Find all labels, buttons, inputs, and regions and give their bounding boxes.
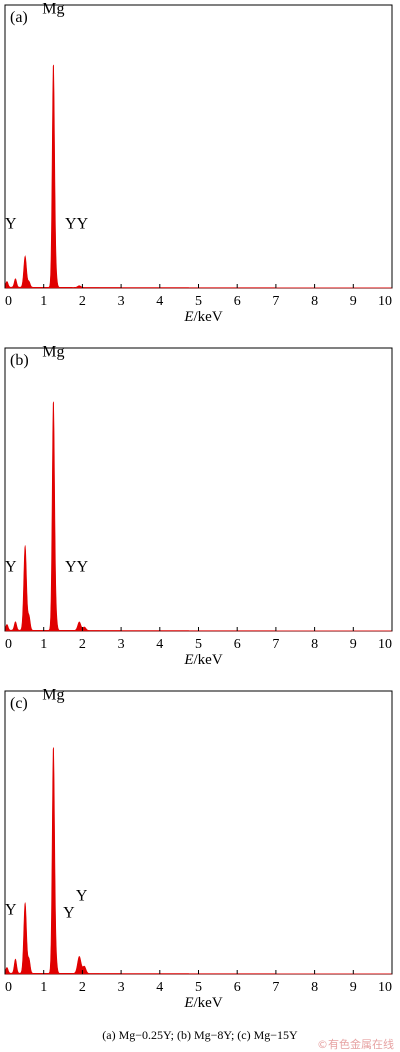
x-tick-label-6: 6 xyxy=(234,294,241,309)
panel-label: (b) xyxy=(10,352,29,369)
x-tick-label-2: 2 xyxy=(79,980,86,995)
x-axis-label: E/keV xyxy=(183,309,222,325)
plot-frame xyxy=(4,690,393,975)
x-tick-label-1: 1 xyxy=(40,637,47,652)
eds-spectrum-chart-b: 0 1 2 3 4 5 6 7 8 9 10E/keV(b)MgY YY xyxy=(4,343,393,668)
eds-spectrum-chart-a: 0 1 2 3 4 5 6 7 8 9 10E/keV(a)MgY YY xyxy=(4,0,393,325)
peak-label-y-1: Y xyxy=(5,216,17,233)
x-tick-label-8: 8 xyxy=(311,294,318,309)
peak-label-yy-2: YY xyxy=(65,559,89,576)
x-tick-label-8: 8 xyxy=(311,980,318,995)
x-tick-label-4: 4 xyxy=(156,980,163,995)
eds-panel-a: 0 1 2 3 4 5 6 7 8 9 10 E/keV (a) Mg Y YY xyxy=(0,0,400,335)
x-tick-label-1: 1 xyxy=(40,980,47,995)
x-tick-label-5: 5 xyxy=(195,294,202,309)
eds-panel-b: 0 1 2 3 4 5 6 7 8 9 10 E/keV (b) Mg Y YY xyxy=(0,343,400,678)
spectrum-series xyxy=(4,64,393,289)
peak-label-yy-2: YY xyxy=(65,216,89,233)
x-tick-label-10: 10 xyxy=(378,637,392,652)
x-tick-label-1: 1 xyxy=(40,294,47,309)
plot-frame xyxy=(4,347,393,632)
x-tick-label-10: 10 xyxy=(378,294,392,309)
peak-label-mg-0: Mg xyxy=(42,343,64,360)
plot-frame xyxy=(4,4,393,289)
spectrum-series xyxy=(4,747,393,975)
x-tick-label-9: 9 xyxy=(350,294,357,309)
x-tick-label-6: 6 xyxy=(234,980,241,995)
eds-spectrum-chart-c: 0 1 2 3 4 5 6 7 8 9 10E/keV(c)MgY YY xyxy=(4,686,393,1011)
x-tick-label-7: 7 xyxy=(272,980,279,995)
x-tick-label-3: 3 xyxy=(118,980,125,995)
x-axis-label: E/keV xyxy=(183,652,222,668)
x-tick-label-3: 3 xyxy=(118,294,125,309)
x-tick-label-0: 0 xyxy=(5,637,12,652)
watermark: ©有色金属在线 xyxy=(317,1038,394,1051)
x-tick-label-2: 2 xyxy=(79,294,86,309)
x-tick-label-4: 4 xyxy=(156,637,163,652)
peak-label-y-1: Y xyxy=(5,559,17,576)
peak-label-y-1: Y xyxy=(5,902,17,919)
x-tick-label-10: 10 xyxy=(378,980,392,995)
peak-label-y-2: Y xyxy=(63,904,75,921)
x-tick-label-9: 9 xyxy=(350,637,357,652)
eds-panel-c: 0 1 2 3 4 5 6 7 8 9 10 E/keV (c) Mg Y Y Y xyxy=(0,686,400,1021)
x-tick-label-8: 8 xyxy=(311,637,318,652)
figure-caption: (a) Mg−0.25Y; (b) Mg−8Y; (c) Mg−15Y xyxy=(102,1028,298,1042)
x-tick-label-4: 4 xyxy=(156,294,163,309)
x-tick-label-2: 2 xyxy=(79,637,86,652)
x-tick-label-7: 7 xyxy=(272,637,279,652)
panel-label: (a) xyxy=(10,9,28,26)
panel-label: (c) xyxy=(10,695,28,712)
x-tick-label-5: 5 xyxy=(195,980,202,995)
x-tick-label-0: 0 xyxy=(5,980,12,995)
x-tick-label-9: 9 xyxy=(350,980,357,995)
peak-label-y-3: Y xyxy=(76,887,88,904)
x-tick-label-6: 6 xyxy=(234,637,241,652)
x-tick-label-7: 7 xyxy=(272,294,279,309)
x-tick-label-3: 3 xyxy=(118,637,125,652)
peak-label-mg-0: Mg xyxy=(42,0,64,17)
x-tick-label-0: 0 xyxy=(5,294,12,309)
x-axis-label: E/keV xyxy=(183,995,222,1011)
spectrum-series xyxy=(4,401,393,632)
peak-label-mg-0: Mg xyxy=(42,686,64,703)
x-tick-label-5: 5 xyxy=(195,637,202,652)
